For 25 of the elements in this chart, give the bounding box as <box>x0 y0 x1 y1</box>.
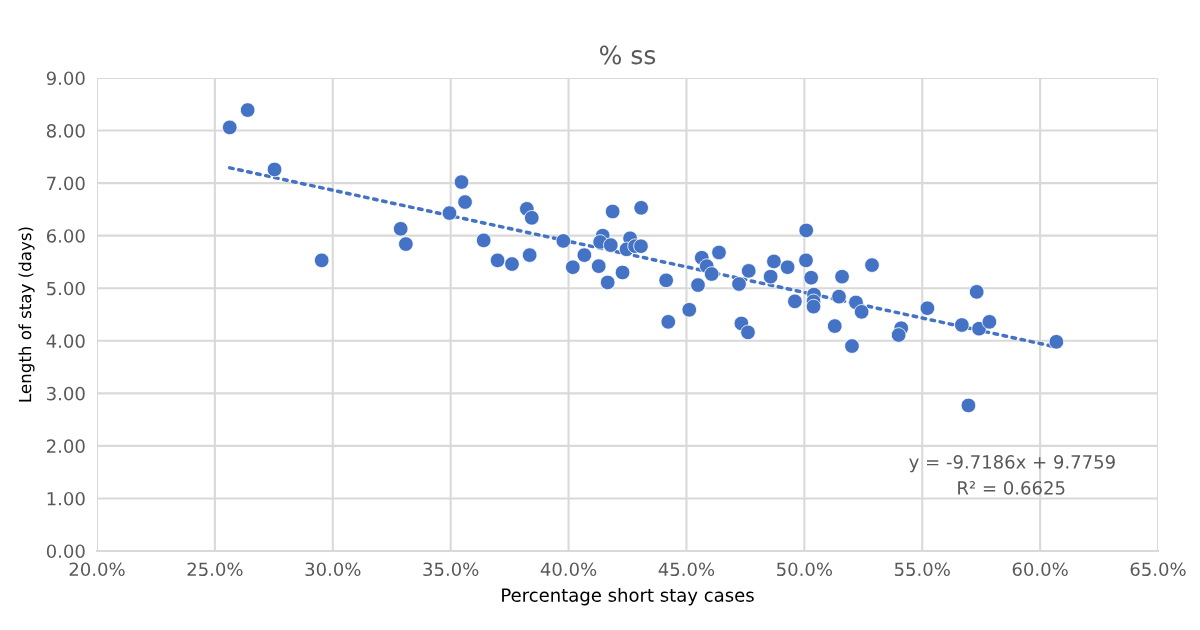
x-tick-label: 40.0% <box>540 562 597 577</box>
y-tick-label: 5.00 <box>47 281 85 296</box>
y-tick-label: 8.00 <box>46 124 85 138</box>
y-tick-label: 3.00 <box>47 386 85 401</box>
x-tick-label: 55.0% <box>894 562 950 577</box>
x-tick-label: 45.0% <box>658 562 715 577</box>
y-tick-label: 6.00 <box>46 229 85 243</box>
x-tick-label: 50.0% <box>777 562 833 577</box>
y-tick-label: 7.00 <box>47 176 85 191</box>
x-tick-label: 60.0% <box>1012 562 1068 577</box>
annotation: R² = 0.6625 <box>958 481 1065 495</box>
x-tick-label: 25.0% <box>187 562 243 577</box>
y-tick-label: 9.00 <box>46 71 85 86</box>
annotation: y = -9.7186x + 9.7759 <box>909 455 1115 473</box>
y-axis-title: Length of stay (days) <box>18 227 35 402</box>
x-tick-label: 30.0% <box>305 562 361 577</box>
y-tick-label: 4.00 <box>46 334 85 348</box>
chart-title: % ss <box>600 45 656 65</box>
x-tick-label: 35.0% <box>423 562 479 577</box>
y-tick-label: 0.00 <box>46 544 85 559</box>
x-axis-title: Percentage short stay cases <box>502 587 754 606</box>
x-tick-label: 20.0% <box>69 562 125 577</box>
y-tick-label: 2.00 <box>47 439 85 454</box>
y-tick-label: 1.00 <box>47 491 85 506</box>
x-tick-label: 65.0% <box>1130 562 1186 577</box>
